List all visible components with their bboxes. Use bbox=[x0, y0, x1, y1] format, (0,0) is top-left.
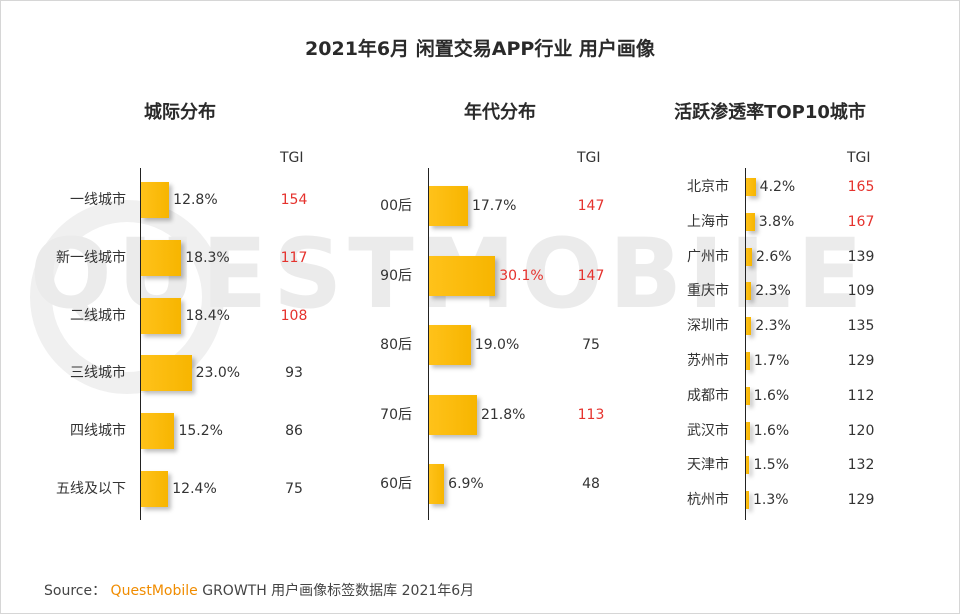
value-label: 19.0% bbox=[474, 337, 520, 353]
value-label: 2.6% bbox=[755, 248, 792, 265]
source-footer: Source： QuestMobile GROWTH 用户画像标签数据库 202… bbox=[44, 580, 474, 600]
bar bbox=[141, 471, 169, 507]
category-label: 广州市 bbox=[687, 248, 729, 265]
tgi-value: 167 bbox=[847, 213, 875, 230]
y-axis-line bbox=[140, 168, 141, 520]
category-label: 90后 bbox=[380, 267, 412, 284]
source-prefix: Source： bbox=[44, 583, 107, 599]
category-label: 杭州市 bbox=[687, 492, 729, 509]
value-label: 4.2% bbox=[759, 179, 796, 195]
y-axis-line bbox=[745, 168, 746, 520]
bar bbox=[141, 297, 182, 334]
source-text: GROWTH 用户画像标签数据库 2021年6月 bbox=[202, 583, 475, 599]
tgi-value: 117 bbox=[280, 249, 308, 266]
bar bbox=[746, 212, 755, 231]
tgi-value: 129 bbox=[847, 492, 875, 509]
tgi-value: 120 bbox=[847, 422, 875, 439]
bar bbox=[746, 491, 749, 510]
category-label: 成都市 bbox=[687, 387, 729, 404]
bar bbox=[746, 178, 756, 196]
value-label: 1.3% bbox=[752, 492, 789, 509]
bar bbox=[746, 352, 750, 370]
bar bbox=[429, 186, 468, 226]
tgi-value: 109 bbox=[847, 283, 875, 300]
page-title: 2021年6月 闲置交易APP行业 用户画像 bbox=[305, 38, 655, 60]
value-label: 30.1% bbox=[499, 267, 544, 284]
value-label: 12.4% bbox=[172, 481, 217, 497]
value-label: 17.7% bbox=[471, 198, 517, 214]
tgi-header: TGI bbox=[280, 150, 304, 166]
category-label: 上海市 bbox=[687, 213, 729, 230]
value-label: 1.5% bbox=[753, 457, 790, 474]
bar bbox=[746, 317, 752, 336]
bar bbox=[746, 282, 752, 301]
panel-title-top10-cities: 活跃渗透率TOP10城市 bbox=[674, 102, 866, 123]
tgi-header: TGI bbox=[577, 150, 601, 166]
value-label: 6.9% bbox=[448, 476, 484, 492]
value-label: 2.3% bbox=[755, 283, 791, 300]
tgi-value: 139 bbox=[847, 248, 875, 265]
category-label: 武汉市 bbox=[687, 422, 729, 439]
value-label: 23.0% bbox=[195, 365, 241, 382]
tgi-header: TGI bbox=[847, 150, 871, 166]
category-label: 深圳市 bbox=[687, 318, 729, 335]
tgi-value: 132 bbox=[847, 457, 875, 474]
tgi-value: 108 bbox=[280, 307, 308, 324]
tgi-value: 75 bbox=[285, 481, 303, 497]
value-label: 3.8% bbox=[758, 213, 795, 230]
category-label: 北京市 bbox=[687, 179, 729, 195]
tgi-value: 165 bbox=[847, 179, 875, 195]
category-label: 重庆市 bbox=[687, 283, 729, 300]
source-brand: QuestMobile bbox=[110, 583, 198, 599]
category-label: 80后 bbox=[380, 337, 412, 353]
tgi-value: 86 bbox=[285, 423, 303, 440]
value-label: 1.7% bbox=[753, 353, 790, 369]
category-label: 五线及以下 bbox=[56, 481, 126, 497]
tgi-value: 112 bbox=[847, 387, 875, 404]
bar bbox=[429, 325, 471, 365]
bar bbox=[429, 394, 477, 435]
tgi-value: 147 bbox=[577, 267, 605, 284]
category-label: 一线城市 bbox=[70, 192, 126, 208]
category-label: 00后 bbox=[380, 198, 412, 214]
category-label: 新一线城市 bbox=[56, 249, 126, 266]
category-label: 70后 bbox=[380, 406, 412, 423]
panel-title-city-tier: 城际分布 bbox=[144, 102, 216, 123]
bar bbox=[746, 456, 750, 475]
tgi-value: 129 bbox=[847, 353, 875, 369]
tgi-value: 75 bbox=[582, 337, 600, 353]
bar bbox=[746, 421, 750, 440]
value-label: 15.2% bbox=[178, 423, 223, 440]
bar bbox=[141, 239, 182, 276]
tgi-value: 113 bbox=[577, 406, 605, 423]
tgi-value: 93 bbox=[285, 365, 303, 382]
tgi-value: 135 bbox=[847, 318, 875, 335]
bar bbox=[429, 255, 496, 296]
category-label: 三线城市 bbox=[70, 365, 126, 382]
tgi-value: 48 bbox=[582, 476, 600, 492]
bar bbox=[746, 247, 752, 266]
category-label: 天津市 bbox=[687, 457, 729, 474]
category-label: 二线城市 bbox=[70, 307, 126, 324]
category-label: 四线城市 bbox=[70, 423, 126, 440]
value-label: 18.3% bbox=[185, 249, 230, 266]
bar bbox=[141, 355, 192, 392]
value-label: 2.3% bbox=[755, 318, 791, 335]
tgi-value: 154 bbox=[280, 192, 308, 208]
value-label: 21.8% bbox=[480, 406, 526, 423]
category-label: 60后 bbox=[380, 476, 412, 492]
category-label: 苏州市 bbox=[687, 353, 729, 369]
bar bbox=[141, 413, 175, 450]
tgi-value: 147 bbox=[577, 198, 605, 214]
value-label: 18.4% bbox=[185, 307, 230, 324]
panel-title-age: 年代分布 bbox=[464, 102, 536, 123]
value-label: 1.6% bbox=[753, 422, 790, 439]
bar bbox=[746, 386, 750, 405]
y-axis-line bbox=[428, 168, 429, 520]
bar bbox=[429, 464, 445, 504]
value-label: 12.8% bbox=[173, 192, 218, 208]
value-label: 1.6% bbox=[753, 387, 790, 404]
bar bbox=[141, 182, 170, 218]
